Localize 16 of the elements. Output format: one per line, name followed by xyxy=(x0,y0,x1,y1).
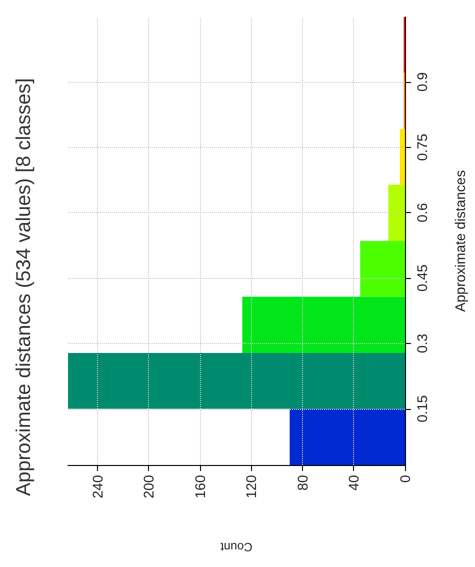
y-tick-label: 0.9 xyxy=(414,72,430,92)
x-tick-label: 200 xyxy=(140,474,157,498)
y-axis-title: Approximate distances xyxy=(452,170,468,312)
y-tick-label: 0.6 xyxy=(414,202,430,222)
x-tick-label: 120 xyxy=(243,474,260,498)
y-tick-label: 0.15 xyxy=(414,394,430,422)
text: Approximate distances (534 values) [8 classes] xyxy=(13,78,35,496)
x-tick-label: 40 xyxy=(346,474,362,491)
x-tick-label: 160 xyxy=(192,474,208,498)
y-tick-label: 0.3 xyxy=(414,333,430,354)
x-tick-label: 80 xyxy=(294,474,310,491)
x-axis-title: Count xyxy=(220,540,253,554)
x-tick-label: 240 xyxy=(89,474,106,498)
y-tick-label: 0.75 xyxy=(414,133,430,161)
x-tick-label: 0 xyxy=(397,474,413,483)
y-tick-label: 0.45 xyxy=(414,264,430,292)
